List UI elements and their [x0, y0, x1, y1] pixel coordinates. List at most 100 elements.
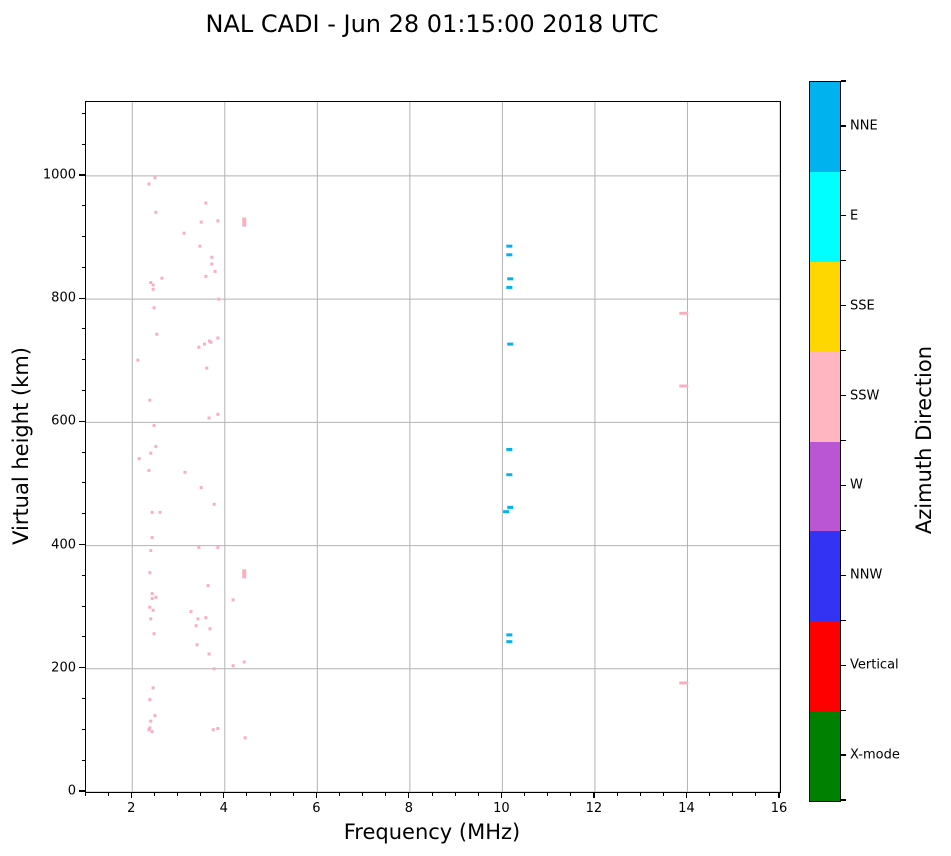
y-minor-tick	[81, 513, 85, 515]
ssw-echo-points-marker	[207, 416, 211, 420]
colorbar-tick	[841, 754, 846, 756]
ssw-echo-points-marker	[153, 176, 157, 180]
colorbar-tick-label-sse: SSE	[850, 298, 875, 314]
x-minor-tick	[477, 792, 479, 796]
ssw-echo-points-marker	[210, 255, 214, 259]
ssw-echo-points-marker	[150, 510, 154, 514]
ssw-echo-points-marker	[195, 643, 199, 647]
x-minor-tick	[200, 792, 202, 796]
nne-echo-dashes-marker	[507, 277, 514, 281]
ssw-echo-points-marker	[208, 627, 212, 631]
colorbar-tick-label-nnw: NNW	[850, 567, 883, 583]
nne-echo-dashes-marker	[506, 447, 513, 451]
ssw-echo-points-marker	[206, 584, 210, 588]
ssw-echo-points-marker	[197, 345, 201, 349]
y-major-tick-800	[79, 297, 85, 299]
colorbar-tick	[841, 484, 846, 487]
ssw-echo-tall-marks-marker	[242, 217, 247, 227]
x-minor-tick	[246, 792, 248, 796]
ssw-echo-points-marker	[182, 231, 186, 235]
ssw-echo-points-marker	[213, 269, 217, 273]
colorbar	[809, 81, 841, 802]
y-tick-label-800: 800	[51, 290, 76, 306]
x-minor-tick	[362, 792, 364, 796]
ssw-echo-points-marker	[147, 182, 151, 186]
x-minor-tick	[292, 792, 294, 796]
x-minor-tick	[84, 792, 86, 796]
ssw-echo-points-marker	[154, 595, 158, 599]
ssw-echo-points-marker	[231, 664, 235, 668]
x-minor-tick	[524, 792, 526, 796]
y-tick-label-200: 200	[51, 660, 76, 676]
ssw-echo-points-marker	[212, 667, 216, 671]
ssw-echo-points-marker	[158, 510, 162, 514]
ssw-echo-points-marker	[155, 332, 159, 336]
y-major-tick-1000	[79, 174, 85, 176]
x-major-tick-6	[315, 792, 317, 798]
y-major-tick-600	[79, 420, 85, 422]
ssw-echo-points-marker	[148, 726, 152, 730]
x-minor-tick	[153, 792, 155, 796]
ssw-echo-points-marker	[151, 686, 155, 690]
ssw-echo-points-marker	[152, 632, 156, 636]
ssw-echo-points-marker	[189, 609, 193, 613]
x-tick-label-2: 2	[127, 801, 136, 816]
nne-echo-dashes-marker	[506, 640, 513, 644]
y-tick-label-1000: 1000	[42, 167, 76, 183]
colorbar-tick	[841, 215, 846, 217]
colorbar-tick	[841, 799, 846, 801]
ssw-echo-points-marker	[148, 605, 152, 609]
x-minor-tick	[338, 792, 340, 796]
ssw-echo-points-marker	[160, 276, 164, 280]
y-minor-tick	[81, 574, 85, 576]
ssw-echo-points-marker	[207, 652, 211, 656]
colorbar-tick	[841, 125, 846, 127]
x-tick-label-14: 14	[678, 801, 695, 816]
colorbar-segment-nnw	[810, 531, 840, 622]
nne-echo-dashes-marker	[506, 633, 513, 637]
x-major-tick-16	[778, 792, 780, 798]
x-minor-tick	[709, 792, 711, 796]
colorbar-tick	[841, 574, 846, 576]
y-minor-tick	[81, 390, 85, 392]
y-minor-tick	[81, 759, 85, 761]
x-minor-tick	[547, 792, 549, 796]
ssw-echo-points-marker	[150, 730, 154, 734]
colorbar-tick-label-ssw: SSW	[850, 388, 880, 404]
ssw-echo-points-marker	[152, 306, 156, 310]
x-minor-tick	[269, 792, 271, 796]
y-major-tick-0	[79, 790, 85, 792]
colorbar-tick	[841, 664, 846, 666]
y-minor-tick	[81, 451, 85, 453]
ssw-echo-points-marker	[150, 592, 154, 596]
nne-echo-dashes-marker	[506, 285, 513, 289]
ssw-echo-points-marker	[216, 412, 220, 416]
ssw-echo-points-marker	[211, 728, 215, 732]
ssw-echo-points-marker	[149, 451, 153, 455]
colorbar-tick	[841, 529, 846, 531]
scatter-canvas	[86, 102, 780, 792]
ssw-echo-dashes-14mhz-marker	[679, 384, 689, 388]
ssw-echo-points-marker	[212, 502, 216, 506]
ssw-echo-points-marker	[197, 545, 201, 549]
x-major-tick-10	[500, 792, 502, 798]
colorbar-tick	[841, 170, 846, 172]
ssw-echo-points-marker	[154, 444, 158, 448]
colorbar-tick-label-vertical: Vertical	[850, 657, 899, 673]
ssw-echo-dashes-14mhz-marker	[679, 311, 689, 315]
nne-echo-dashes-marker	[507, 342, 514, 346]
ssw-echo-points-marker	[231, 598, 235, 602]
ssw-echo-points-marker	[183, 470, 187, 474]
ssw-echo-points-marker	[217, 297, 221, 301]
x-major-tick-12	[593, 792, 595, 798]
y-major-tick-400	[79, 543, 85, 546]
ssw-echo-points-marker	[148, 698, 152, 702]
x-minor-tick	[755, 792, 757, 796]
y-minor-tick	[81, 605, 85, 607]
y-minor-tick	[81, 698, 85, 700]
colorbar-tick-label-e: E	[850, 208, 859, 224]
nne-echo-dashes-marker	[506, 473, 513, 477]
ssw-echo-points-marker	[151, 283, 155, 287]
x-tick-label-10: 10	[493, 801, 510, 816]
